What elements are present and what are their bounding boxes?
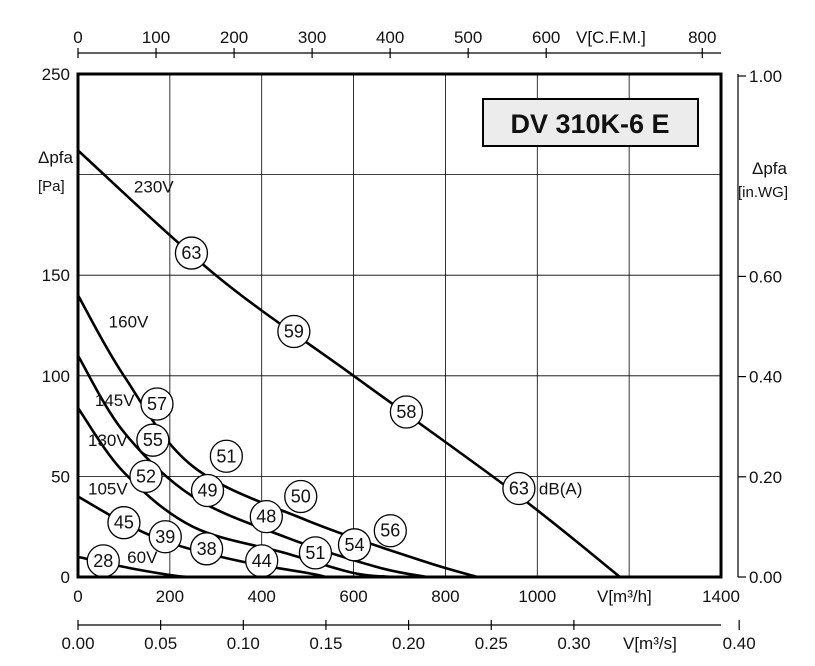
dba-bubble [136, 423, 170, 457]
dba-bubble [129, 459, 163, 494]
top-tick-label: 0 [73, 28, 82, 47]
curve-label: 60V [127, 548, 158, 567]
right-tick-label: 0.40 [749, 368, 782, 387]
curve-160v [76, 294, 478, 579]
curve-label: 230V [134, 178, 174, 197]
y-tick-label: 100 [42, 367, 70, 386]
dba-bubble [502, 471, 536, 506]
bottom2-tick-label: 0.30 [557, 634, 590, 653]
chart-title: DV 310K-6 E [510, 109, 669, 139]
right-tick-label: 0.00 [749, 568, 782, 587]
y-tick-label: 250 [42, 65, 70, 84]
top-tick-label: 600 [532, 28, 560, 47]
right-axis-label: Δpfa [752, 159, 788, 178]
curve-labels: 230V 160V 145V 130V 105V 60V [88, 178, 174, 567]
dba-value: 63 [181, 243, 201, 263]
x-tick-label: 600 [339, 587, 367, 606]
bottom2-tick-label: 0.25 [475, 634, 508, 653]
dba-bubble [189, 532, 224, 566]
dba-value: 51 [305, 543, 325, 563]
x-tick-label: 800 [431, 587, 459, 606]
bottom2-tick-label: 0.10 [227, 634, 260, 653]
curve-130v [76, 407, 396, 579]
dba-value: 59 [284, 322, 304, 342]
right-tick-label: 0.60 [749, 267, 782, 286]
curve-230v [77, 149, 621, 579]
bottom2-tick-label: 0.40 [723, 634, 756, 653]
top-axis-label: V[C.F.M.] [576, 28, 646, 47]
bottom2-tick-label: 0.15 [309, 634, 342, 653]
bottom2-axis-label: V[m³/s] [623, 634, 677, 653]
dba-bubble [140, 387, 174, 421]
curve-label: 130V [88, 431, 128, 450]
curve-label: 145V [95, 391, 135, 410]
dba-value: 56 [380, 521, 400, 541]
dba-value: 50 [291, 487, 311, 507]
dba-bubble [373, 514, 407, 548]
curves [76, 149, 621, 579]
curve-label: 105V [88, 479, 128, 498]
bottom2-tick-label: 0.05 [144, 634, 177, 653]
y-tick-label: 50 [51, 467, 70, 486]
y-axis-label: Δpfa [38, 148, 74, 167]
x-axis-label: V[m³/h] [597, 587, 652, 606]
bottom2-tick-label: 0.00 [61, 634, 94, 653]
x-tick-label: 200 [156, 587, 184, 606]
chart-title-frame [482, 98, 699, 147]
dba-value: 45 [114, 513, 134, 533]
right-tick-label: 0.20 [749, 468, 782, 487]
dba-value: 55 [143, 430, 163, 450]
curve-label: 160V [109, 312, 149, 331]
dba-value: 51 [216, 446, 236, 466]
y-tick-label: 0 [61, 568, 70, 587]
right-tick-label: 1.00 [749, 67, 782, 86]
dba-annotations: 63 59 58 63 57 51 55 52 49 50 45 39 48 56 38 51 54 28 44 dB… [86, 236, 582, 578]
top-tick-label: 400 [376, 28, 404, 47]
dba-value: 49 [198, 480, 218, 500]
dba-value: 63 [509, 478, 529, 498]
x-tick-label: 1400 [702, 587, 740, 606]
x-tick-label: 400 [248, 587, 276, 606]
bottom2-tick-label: 0.20 [392, 634, 425, 653]
dba-value: 48 [256, 507, 276, 527]
dba-value: 38 [197, 539, 217, 559]
dba-bubble [209, 439, 243, 473]
curve-145v [76, 355, 428, 579]
top-tick-label: 500 [454, 28, 482, 47]
grid [78, 74, 721, 577]
dba-bubble [190, 473, 225, 508]
plot-frame [76, 72, 723, 579]
dba-bubble [337, 528, 372, 562]
dba-value: 57 [147, 394, 167, 414]
top-tick-label: 100 [142, 28, 170, 47]
dba-bubble [174, 236, 209, 270]
dba-bubble [148, 520, 182, 554]
top-tick-label: 300 [298, 28, 326, 47]
y-axis-unit: [Pa] [38, 178, 65, 195]
dba-bubble [284, 479, 318, 514]
dba-value: 52 [136, 466, 156, 486]
x-tick-label: 1000 [518, 587, 556, 606]
dba-value: 39 [155, 527, 175, 547]
dba-value: 54 [344, 535, 364, 555]
top-tick-label: 200 [220, 28, 248, 47]
dba-bubble [298, 536, 333, 570]
dba-value: 44 [252, 551, 272, 571]
dba-value: 28 [93, 551, 113, 571]
chart-title-box: DV 310K-6 E [482, 98, 699, 147]
right-axis-unit: [in.WG] [738, 184, 788, 201]
dba-unit-label: dB(A) [539, 479, 582, 498]
dba-bubble [107, 506, 141, 540]
dba-value: 58 [396, 402, 416, 422]
dba-bubble [389, 395, 424, 429]
x-tick-label: 0 [73, 587, 82, 606]
axes: 0 200 400 600 800 1000 1400V[m³/h]050100150250… [38, 28, 788, 653]
dba-bubble [277, 314, 311, 349]
dba-bubble [249, 499, 283, 534]
y-tick-label: 150 [42, 266, 70, 285]
top-tick-label: 800 [688, 28, 716, 47]
